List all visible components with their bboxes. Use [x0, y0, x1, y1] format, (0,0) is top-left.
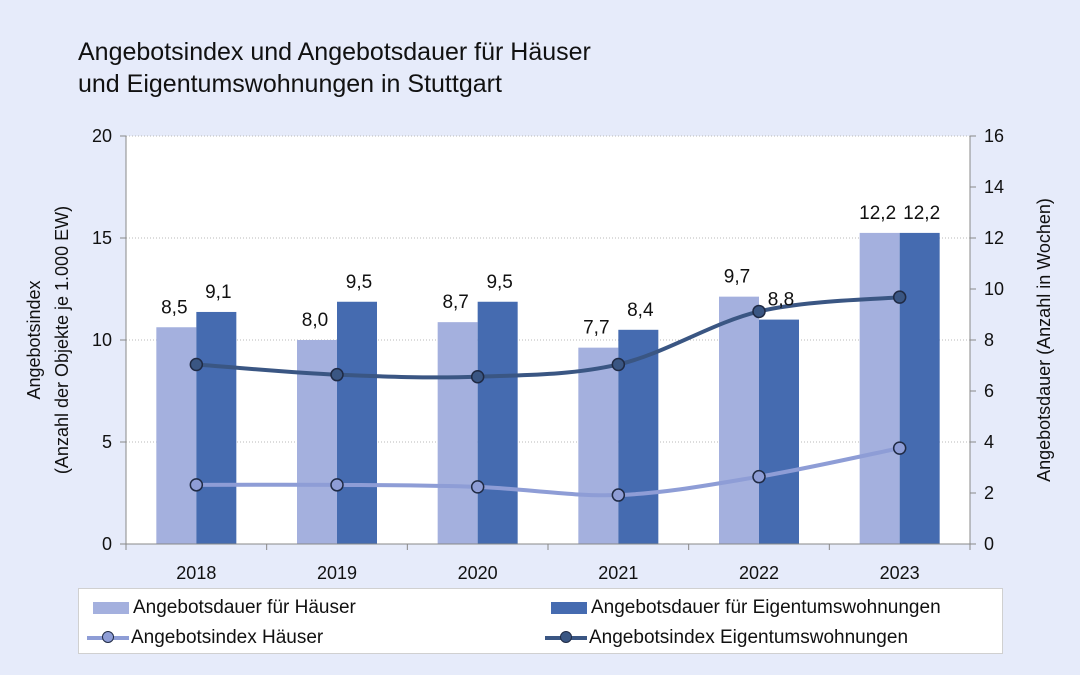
right-tick-label: 8	[984, 330, 994, 350]
marker-condos-index	[470, 369, 485, 384]
right-tick-label: 16	[984, 126, 1004, 146]
value-label-condos-duration: 9,1	[205, 282, 231, 303]
legend-swatch-houses-index	[87, 631, 129, 645]
left-tick-label: 5	[102, 432, 112, 452]
marker-houses-index	[611, 488, 626, 502]
marker-condos-index	[892, 290, 907, 304]
right-tick-label: 10	[984, 279, 1004, 299]
bar-houses-duration	[578, 347, 619, 544]
value-label-condos-duration: 8,8	[768, 290, 794, 311]
legend-item-houses-duration: Angebotsdauer für Häuser	[93, 597, 356, 619]
value-label-condos-duration: 9,5	[346, 272, 372, 293]
left-axis-title-line-2: (Anzahl der Objekte je 1.000 EW)	[52, 206, 72, 474]
bar-houses-duration	[156, 327, 197, 544]
left-tick-label: 20	[92, 126, 112, 146]
right-tick-label: 2	[984, 483, 994, 503]
chart-title-line-2: und Eigentumswohnungen in Stuttgart	[78, 70, 502, 98]
legend-label-houses-duration: Angebotsdauer für Häuser	[133, 597, 356, 618]
marker-condos-index	[752, 304, 766, 319]
value-label-houses-duration: 7,7	[583, 318, 609, 339]
legend-item-houses-index: Angebotsindex Häuser	[87, 627, 323, 649]
chart-title: Angebotsindex und Angebotsdauer für Häus…	[78, 36, 591, 100]
value-label-houses-duration: 9,7	[724, 267, 750, 288]
right-tick-label: 14	[984, 177, 1004, 197]
x-tick-label: 2021	[598, 563, 638, 583]
legend-swatch-houses-duration	[93, 602, 129, 614]
value-label-condos-duration: 8,4	[627, 300, 654, 321]
value-label-houses-duration: 8,0	[302, 310, 328, 331]
x-tick-label: 2022	[739, 563, 779, 583]
marker-houses-index	[330, 478, 344, 492]
legend-swatch-condos-duration	[551, 602, 587, 614]
bar-condos-duration	[759, 319, 799, 544]
right-tick-label: 0	[984, 534, 994, 554]
legend: Angebotsdauer für Häuser Angebotsdauer f…	[78, 588, 1003, 654]
marker-houses-index	[189, 478, 204, 492]
legend-label-condos-index: Angebotsindex Eigentumswohnungen	[589, 627, 909, 648]
left-tick-label: 0	[102, 534, 112, 554]
bar-houses-duration	[719, 296, 759, 544]
line-condos-index	[196, 295, 900, 380]
right-tick-label: 4	[984, 432, 994, 452]
x-tick-label: 2018	[176, 563, 216, 583]
x-tick-label: 2023	[880, 563, 920, 583]
legend-label-houses-index: Angebotsindex Häuser	[131, 627, 324, 648]
bar-houses-duration	[859, 232, 900, 544]
legend-label-condos-duration: Angebotsdauer für Eigentumswohnungen	[591, 597, 941, 618]
bar-condos-duration	[196, 311, 237, 544]
value-label-houses-duration: 12,2	[859, 203, 896, 224]
right-tick-label: 6	[984, 381, 994, 401]
x-tick-label: 2020	[458, 563, 498, 583]
marker-houses-index	[892, 441, 907, 455]
x-tick-label: 2019	[317, 563, 357, 583]
right-tick-label: 12	[984, 228, 1004, 248]
bar-houses-duration	[297, 340, 337, 544]
chart-title-line-1: Angebotsindex und Angebotsdauer für Häus…	[78, 38, 591, 66]
plot-area	[126, 136, 970, 544]
marker-condos-index	[189, 357, 204, 372]
legend-item-condos-duration: Angebotsdauer für Eigentumswohnungen	[551, 597, 941, 619]
value-label-condos-duration: 9,5	[486, 272, 512, 293]
marker-condos-index	[330, 367, 344, 382]
left-tick-label: 10	[92, 330, 112, 350]
marker-condos-index	[611, 357, 626, 372]
bar-condos-duration	[477, 301, 518, 544]
legend-item-condos-index: Angebotsindex Eigentumswohnungen	[545, 627, 908, 649]
marker-houses-index	[752, 469, 766, 484]
line-houses-index	[196, 446, 901, 498]
right-axis-title: Angebotsdauer (Anzahl in Wochen)	[1034, 198, 1054, 482]
bar-condos-duration	[337, 301, 377, 544]
legend-swatch-condos-index	[545, 631, 587, 645]
value-label-houses-duration: 8,7	[442, 292, 468, 313]
left-axis-title-line-1: Angebotsindex	[24, 280, 44, 399]
bar-condos-duration	[899, 232, 940, 544]
value-label-condos-duration: 12,2	[903, 203, 940, 224]
left-tick-label: 15	[92, 228, 112, 248]
marker-houses-index	[470, 480, 485, 494]
bar-houses-duration	[437, 322, 478, 544]
value-label-houses-duration: 8,5	[161, 297, 187, 318]
